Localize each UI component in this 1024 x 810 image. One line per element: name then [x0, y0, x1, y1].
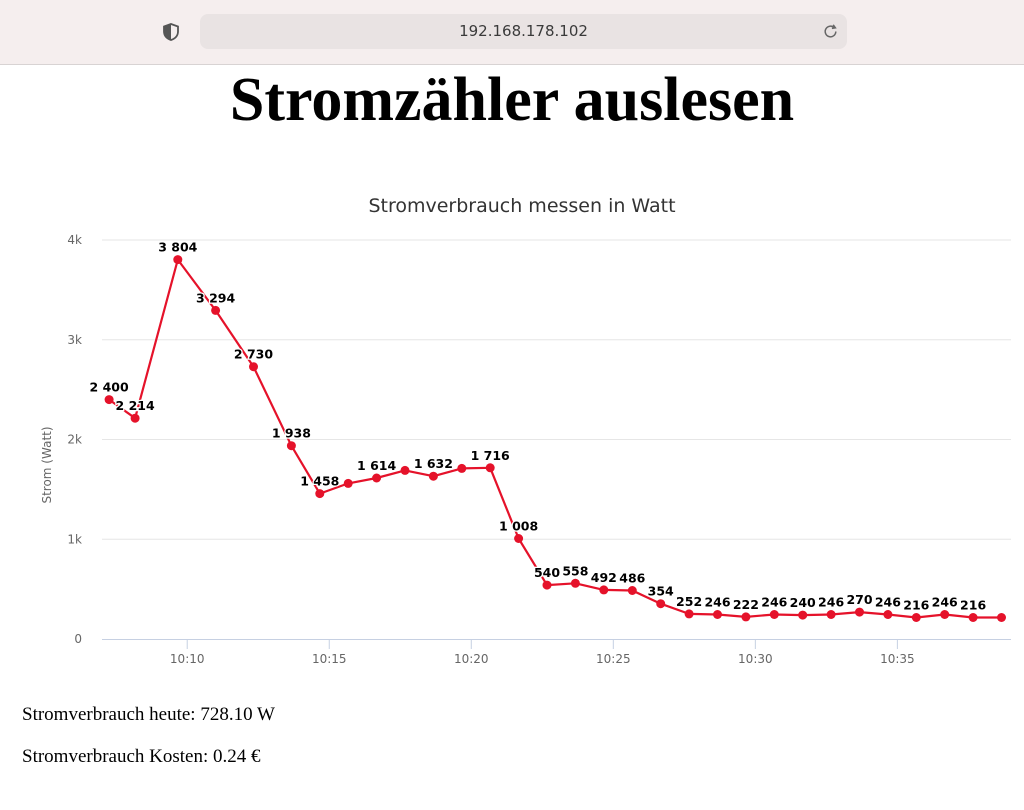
data-point	[173, 255, 183, 265]
data-point	[855, 607, 864, 617]
y-axis-label: Strom (Watt)	[40, 426, 54, 503]
data-point	[485, 463, 495, 473]
y-tick-label: 0	[74, 632, 82, 646]
data-label: 252	[676, 594, 702, 609]
page-title: Stromzähler auslesen	[229, 66, 795, 134]
data-label: 270	[846, 592, 872, 607]
y-tick-label: 2k	[67, 433, 82, 447]
data-point	[769, 610, 779, 619]
data-label: 246	[818, 595, 844, 610]
x-tick-label: 10:15	[312, 652, 347, 666]
data-label: 540	[534, 565, 560, 580]
data-label: 1 614	[357, 458, 396, 473]
data-label: 1 458	[300, 474, 339, 489]
data-label: 2 400	[90, 380, 129, 395]
reload-icon[interactable]	[822, 23, 839, 40]
data-label: 246	[704, 595, 730, 610]
y-tick-label: 3k	[67, 333, 82, 347]
data-point	[911, 613, 921, 622]
data-label: 2 214	[116, 398, 155, 413]
data-point	[713, 610, 722, 619]
data-point	[997, 613, 1006, 622]
y-tick-label: 1k	[67, 532, 82, 546]
x-tick-label: 10:30	[738, 652, 773, 666]
data-point	[570, 578, 580, 588]
data-point	[372, 473, 382, 483]
data-label: 558	[562, 563, 588, 578]
data-point	[826, 610, 836, 619]
x-tick-label: 10:20	[454, 652, 489, 666]
data-label: 492	[591, 570, 617, 585]
x-tick-label: 10:10	[170, 652, 205, 666]
data-point	[130, 413, 140, 423]
data-point	[798, 610, 808, 620]
data-point	[343, 478, 353, 488]
data-point	[104, 395, 114, 405]
data-label: 2 730	[234, 347, 273, 362]
data-label: 1 716	[471, 448, 510, 463]
x-tick-label: 10:25	[596, 652, 631, 666]
data-label: 354	[648, 584, 674, 599]
data-label: 3 294	[196, 290, 235, 305]
data-point	[968, 613, 978, 622]
data-label: 246	[875, 595, 901, 610]
data-label: 1 632	[414, 456, 453, 471]
data-point	[656, 599, 666, 609]
data-label: 216	[903, 598, 929, 613]
data-point	[883, 610, 893, 619]
y-tick-label: 4k	[67, 233, 82, 247]
consumption-today-text: Stromverbrauch heute: 728.10 W	[22, 704, 275, 725]
data-label: 3 804	[158, 240, 197, 255]
data-point	[940, 610, 950, 619]
power-chart: Stromverbrauch messen in Watt Strom (Wat…	[40, 195, 1011, 666]
series-line	[108, 258, 1002, 619]
data-label: 486	[619, 571, 645, 586]
data-point	[684, 609, 694, 619]
browser-toolbar: 192.168.178.102	[0, 0, 1024, 65]
chart-title: Stromverbrauch messen in Watt	[368, 195, 675, 217]
data-label: 246	[932, 595, 958, 610]
data-point	[211, 305, 221, 315]
data-label: 216	[960, 598, 986, 613]
data-point	[286, 441, 296, 451]
data-label: 222	[733, 597, 759, 612]
data-point	[249, 362, 258, 372]
url-text: 192.168.178.102	[459, 22, 588, 40]
data-point	[400, 465, 410, 475]
data-label: 1 008	[499, 519, 538, 534]
data-point	[627, 586, 637, 595]
data-point	[428, 471, 438, 481]
data-point	[542, 580, 552, 590]
address-bar[interactable]: 192.168.178.102	[200, 14, 847, 49]
data-label: 1 938	[272, 426, 311, 441]
data-point	[457, 463, 467, 473]
data-point	[514, 534, 524, 543]
data-point	[741, 612, 751, 622]
consumption-cost-text: Stromverbrauch Kosten: 0.24 €	[22, 746, 261, 767]
data-point	[599, 585, 609, 595]
data-label: 246	[761, 595, 787, 610]
data-point	[315, 489, 325, 499]
data-label: 240	[790, 595, 816, 610]
shield-icon[interactable]	[162, 23, 180, 41]
x-tick-label: 10:35	[880, 652, 915, 666]
